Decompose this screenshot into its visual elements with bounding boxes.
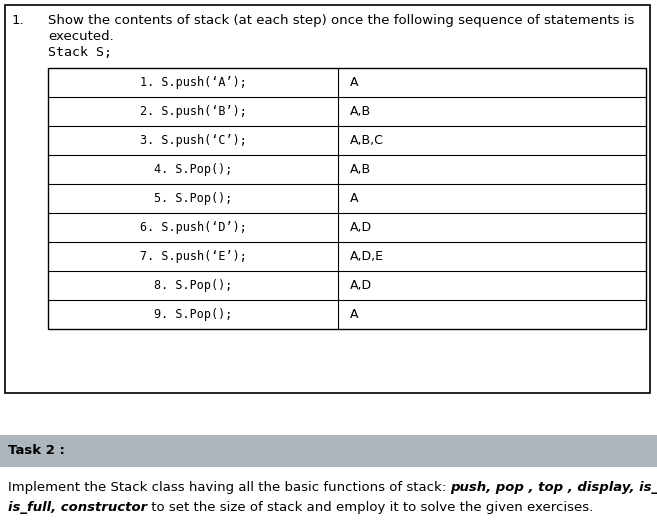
Text: A,B: A,B — [350, 163, 371, 176]
Bar — [48, 68, 646, 329]
Text: A: A — [350, 76, 359, 89]
Text: A,D,E: A,D,E — [350, 250, 384, 263]
Text: 5. S.Pop();: 5. S.Pop(); — [154, 192, 232, 205]
Text: Stack S;: Stack S; — [48, 46, 112, 59]
Text: push, pop , top , display, is_empty,: push, pop , top , display, is_empty, — [451, 481, 657, 494]
Text: 1.: 1. — [12, 14, 24, 27]
Text: A,D: A,D — [350, 279, 372, 292]
Bar — [0, 435, 657, 467]
Text: 7. S.push(‘E’);: 7. S.push(‘E’); — [139, 250, 246, 263]
Text: 8. S.Pop();: 8. S.Pop(); — [154, 279, 232, 292]
Text: Implement the Stack class having all the basic functions of stack:: Implement the Stack class having all the… — [8, 481, 451, 494]
Text: to set the size of stack and employ it to solve the given exercises.: to set the size of stack and employ it t… — [147, 501, 593, 514]
Text: 6. S.push(‘D’);: 6. S.push(‘D’); — [139, 221, 246, 234]
Text: 3. S.push(‘C’);: 3. S.push(‘C’); — [139, 134, 246, 147]
Text: 2. S.push(‘B’);: 2. S.push(‘B’); — [139, 105, 246, 118]
Text: A,B: A,B — [350, 105, 371, 118]
Text: A: A — [350, 308, 359, 321]
Text: Show the contents of stack (at each step) once the following sequence of stateme: Show the contents of stack (at each step… — [48, 14, 635, 27]
Text: Task 2 :: Task 2 : — [8, 445, 65, 457]
Text: 1. S.push(‘A’);: 1. S.push(‘A’); — [139, 76, 246, 89]
Text: A,D: A,D — [350, 221, 372, 234]
Bar — [5, 5, 650, 393]
Text: 9. S.Pop();: 9. S.Pop(); — [154, 308, 232, 321]
Text: A: A — [350, 192, 359, 205]
Text: A,B,C: A,B,C — [350, 134, 384, 147]
Text: executed.: executed. — [48, 30, 114, 43]
Text: is_full, constructor: is_full, constructor — [8, 501, 147, 514]
Text: 4. S.Pop();: 4. S.Pop(); — [154, 163, 232, 176]
